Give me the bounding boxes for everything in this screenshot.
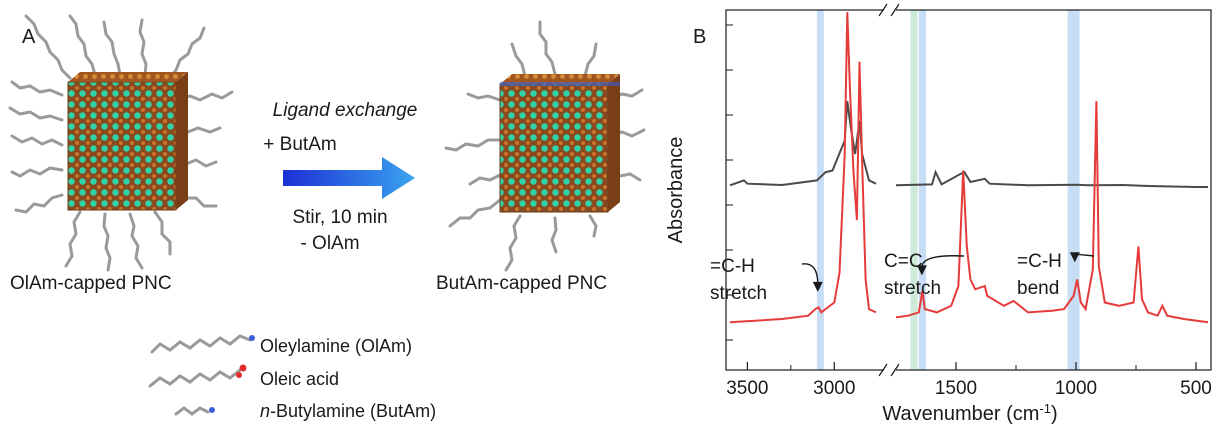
butam-capped-crystal xyxy=(444,20,646,272)
annotation-band-ch-bend-line2: bend xyxy=(1017,278,1059,299)
annotation-band-cc-stretch-line1: C=C xyxy=(884,251,923,272)
spectrum-0-segment-1 xyxy=(895,169,1208,188)
spectra xyxy=(729,12,1209,324)
band-0 xyxy=(816,10,824,370)
legend-oleylamine: Oleylamine (OlAm) xyxy=(260,336,413,356)
panel-a-label: A xyxy=(22,26,36,48)
ligand-exchange-arrow xyxy=(283,157,415,199)
legend-oleic-acid: Oleic acid xyxy=(260,369,340,389)
panel-b-label: B xyxy=(693,26,707,48)
oleylamine-molecule xyxy=(150,334,252,354)
legend-molecules xyxy=(148,334,255,416)
x-tick-label-1000: 1000 xyxy=(1055,378,1097,399)
ftir-chart: 3500 3000 1500 1000 500 =C-H stretch C=C stretc… xyxy=(665,2,1212,425)
annotation-band-cc-stretch-arrowhead xyxy=(916,265,927,276)
x-axis-label: Wavenumber (cm-1) xyxy=(882,401,1057,425)
annotation-band-ch-bend-arrowhead xyxy=(1069,252,1080,263)
spectrum-1-segment-1 xyxy=(895,101,1209,324)
band-1 xyxy=(910,10,918,370)
annotation-band-ch-stretch-line2: stretch xyxy=(710,283,767,304)
band-3 xyxy=(1067,10,1080,370)
x-tick-label-3500: 3500 xyxy=(726,378,768,399)
butylamine-chains-right xyxy=(444,20,646,272)
butam-capped-caption: ButAm-capped PNC xyxy=(436,273,608,294)
band-highlights xyxy=(816,10,1080,370)
ligand-exchange-title: Ligand exchange xyxy=(272,100,418,121)
annotation-band-cc-stretch-line2: stretch xyxy=(884,278,941,299)
oleic-acid-molecule xyxy=(148,368,242,388)
add-butam-text: + ButAm xyxy=(263,134,337,155)
band-2 xyxy=(918,10,926,370)
spectrum-1-segment-0 xyxy=(729,12,877,324)
annotation-band-ch-stretch-arrowhead xyxy=(812,281,823,292)
panel-a-graphics xyxy=(8,14,646,416)
annotation-band-cc-stretch-arrow xyxy=(921,255,965,268)
x-tick-label-3000: 3000 xyxy=(813,378,855,399)
remove-olam-text: - OlAm xyxy=(300,233,360,254)
olam-capped-crystal xyxy=(8,14,234,272)
olam-capped-caption: OlAm-capped PNC xyxy=(10,273,172,294)
legend-butylamine: n-Butylamine (ButAm) xyxy=(260,401,437,421)
x-tick-label-500: 500 xyxy=(1180,378,1212,399)
stir-condition-text: Stir, 10 min xyxy=(292,207,388,228)
x-tick-label-1500: 1500 xyxy=(935,378,977,399)
butylamine-molecule xyxy=(174,406,210,416)
annotation-band-ch-stretch-arrow xyxy=(801,263,819,284)
axis-ticks: 3500 3000 1500 1000 500 xyxy=(726,24,1212,399)
annotation-band-ch-bend-line1: =C-H xyxy=(1017,251,1062,272)
y-axis-label: Absorbance xyxy=(665,137,687,244)
axes-frame xyxy=(725,2,1212,378)
annotations: =C-H stretch C=C stretch =C-H bend xyxy=(710,251,1095,304)
annotation-band-ch-stretch-line1: =C-H xyxy=(710,256,755,277)
